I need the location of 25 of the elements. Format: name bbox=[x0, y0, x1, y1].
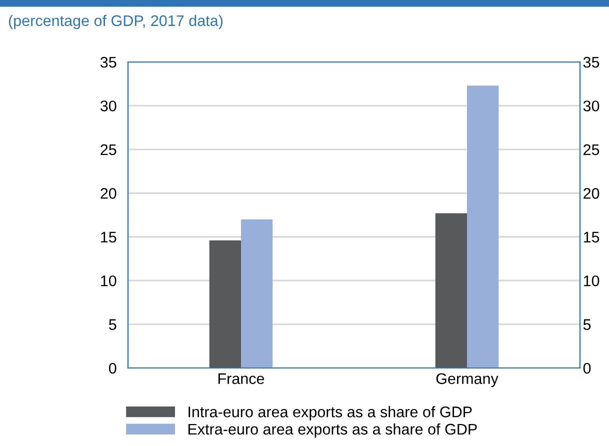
legend-label: Extra-euro area exports as a share of GDP bbox=[188, 423, 477, 438]
y2-tick-label: 5 bbox=[583, 319, 591, 330]
y2-tick-label: 35 bbox=[583, 56, 600, 68]
bar bbox=[241, 219, 273, 368]
y-tick-label: 15 bbox=[101, 232, 116, 243]
y-tick-label: 10 bbox=[101, 275, 116, 286]
y2-tick-label: 0 bbox=[583, 362, 591, 374]
bar bbox=[435, 213, 467, 368]
y-tick-label: 0 bbox=[108, 362, 116, 374]
y2-tick-label: 30 bbox=[583, 100, 600, 112]
bar bbox=[209, 240, 241, 368]
y2-tick-label: 20 bbox=[584, 188, 600, 199]
y-tick-label: 20 bbox=[100, 188, 116, 199]
y-tick-label: 35 bbox=[100, 56, 116, 68]
x-tick-label: Germany bbox=[436, 373, 498, 388]
y2-tick-label: 10 bbox=[584, 275, 600, 286]
y2-tick-label: 25 bbox=[584, 144, 600, 156]
bar bbox=[467, 86, 499, 368]
y2-tick-label: 15 bbox=[584, 232, 600, 243]
legend-label: Intra-euro area exports as a share of GDP bbox=[188, 406, 472, 420]
x-tick-label: France bbox=[218, 373, 264, 384]
chart-subtitle: (percentage of GDP, 2017 data) bbox=[8, 14, 222, 30]
y-tick-label: 30 bbox=[100, 100, 116, 112]
y-tick-label: 5 bbox=[109, 319, 116, 330]
y-tick-label: 25 bbox=[100, 144, 116, 156]
